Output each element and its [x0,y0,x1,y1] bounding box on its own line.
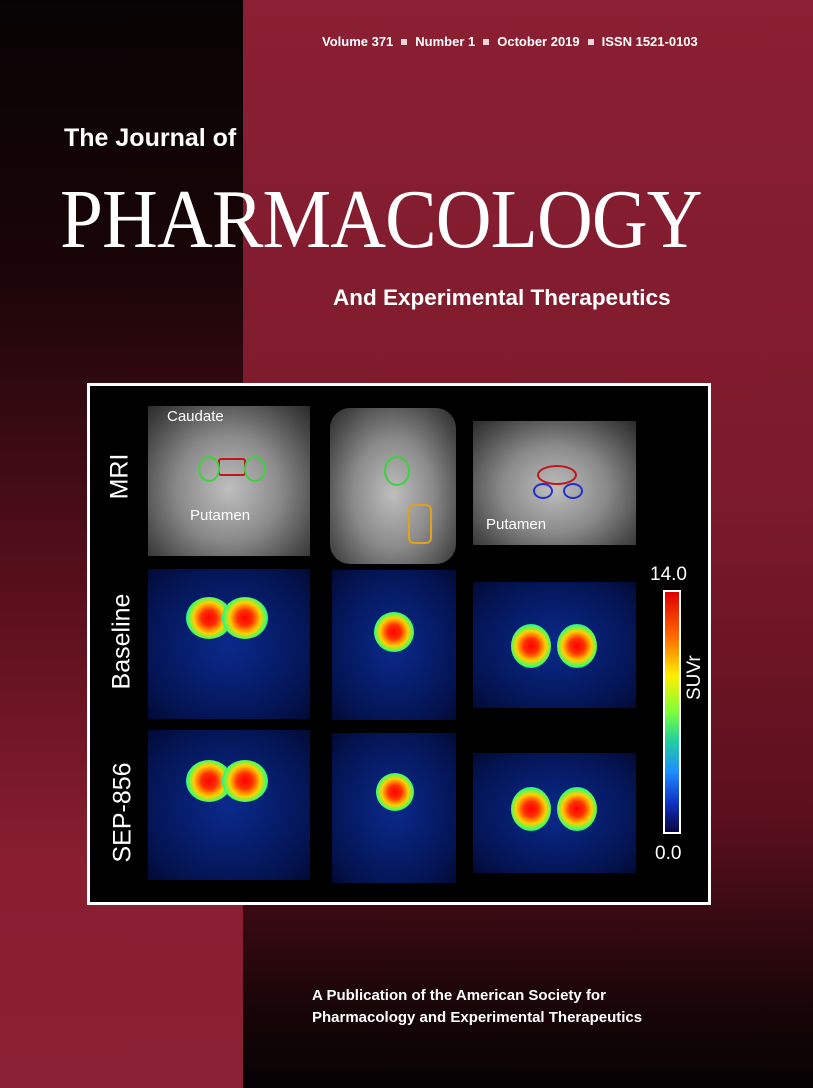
cerebellum-roi [408,504,432,544]
striatal-uptake [557,624,597,668]
putamen-roi-right [244,456,266,482]
volume: Volume 371 [322,34,394,49]
row-label-sep856: SEP-856 [108,762,137,863]
row-label-baseline: Baseline [107,593,136,690]
caudate-roi-coronal [537,465,577,485]
putamen-roi-coronal-left [533,483,553,499]
row-label-mri: MRI [105,453,134,500]
scale-min: 0.0 [655,843,682,864]
striatal-uptake [557,787,597,831]
mri-axial-image [148,406,310,556]
caudate-label: Caudate [167,408,224,425]
striatal-uptake [376,773,414,811]
title-subtitle: And Experimental Therapeutics [333,285,671,310]
publisher-statement: A Publication of the American Society fo… [312,985,642,1029]
publisher-line-1: A Publication of the American Society fo… [312,987,606,1004]
baseline-sagittal-pet [332,570,456,720]
putamen-roi-left [198,456,220,482]
issue-number: Number 1 [415,34,476,49]
sep856-coronal-pet [473,753,636,873]
separator-icon [483,38,490,45]
baseline-coronal-pet [473,582,636,708]
title-prefix: The Journal of [64,124,237,152]
striatal-uptake [511,787,551,831]
sep856-sagittal-pet [332,733,456,883]
publisher-line-2: Pharmacology and Experimental Therapeuti… [312,1009,643,1026]
putamen-label-1: Putamen [190,507,251,524]
baseline-axial-pet [148,569,310,719]
caudate-roi [218,458,246,476]
mri-coronal-image [473,421,636,545]
journal-title: PHARMACOLOGY [60,173,703,266]
striatum-roi [384,456,410,486]
separator-icon [587,38,594,45]
color-scale-bar [663,590,681,834]
putamen-roi-coronal-right [563,483,583,499]
separator-icon [401,38,408,45]
striatal-uptake [374,612,414,652]
mri-sagittal-image [330,408,456,564]
striatal-uptake [222,760,268,802]
sep856-axial-pet [148,730,310,880]
scale-unit-label: SUVr [684,655,705,700]
putamen-label-2: Putamen [486,516,547,533]
striatal-uptake [222,597,268,639]
issue-date: October 2019 [497,34,580,49]
scale-max: 14.0 [650,564,687,585]
issn: ISSN 1521-0103 [601,34,698,49]
striatal-uptake [511,624,551,668]
issue-info: Volume 371 Number 1 October 2019 ISSN 1521-… [322,34,792,49]
